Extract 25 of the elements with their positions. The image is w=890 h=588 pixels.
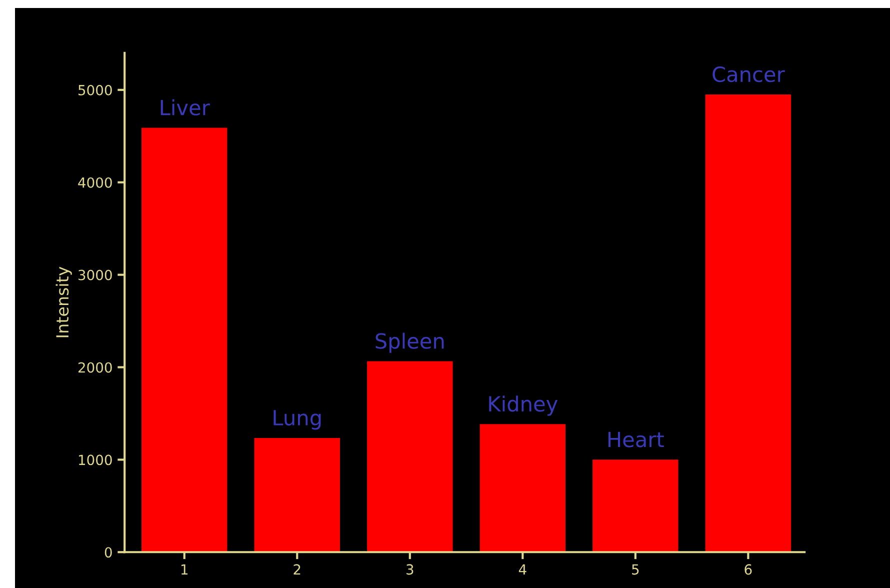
- y-tick-label: 3000: [78, 270, 112, 280]
- annotation: Spleen: [376, 332, 444, 353]
- y-tick-label: 4000: [78, 177, 112, 188]
- x-tick-label: 1: [181, 564, 188, 574]
- x-tick-label: 5: [632, 564, 639, 575]
- x-tick-label: 3: [406, 564, 414, 575]
- x-tick-label: 4: [518, 564, 526, 574]
- y-tick-label: 0: [104, 547, 112, 558]
- bar: [480, 424, 566, 552]
- annotation: Cancer: [712, 66, 785, 82]
- x-tick-label: 6: [744, 564, 752, 575]
- annotation: Kidney: [489, 396, 558, 416]
- bar: [592, 460, 678, 552]
- x-tick-label: 2: [294, 564, 300, 574]
- bar: [367, 361, 453, 552]
- bar: [254, 438, 340, 552]
- annotation: Heart: [608, 432, 664, 448]
- y-tick-label: 1000: [78, 454, 112, 466]
- annotation: Lung: [274, 410, 321, 430]
- y-tick-label: 5000: [78, 84, 112, 96]
- bar: [142, 128, 228, 552]
- y-axis-title: Intensity: [56, 266, 72, 338]
- bar: [705, 94, 792, 552]
- y-tick-label: 2000: [78, 362, 112, 373]
- annotation: Liver: [160, 99, 210, 116]
